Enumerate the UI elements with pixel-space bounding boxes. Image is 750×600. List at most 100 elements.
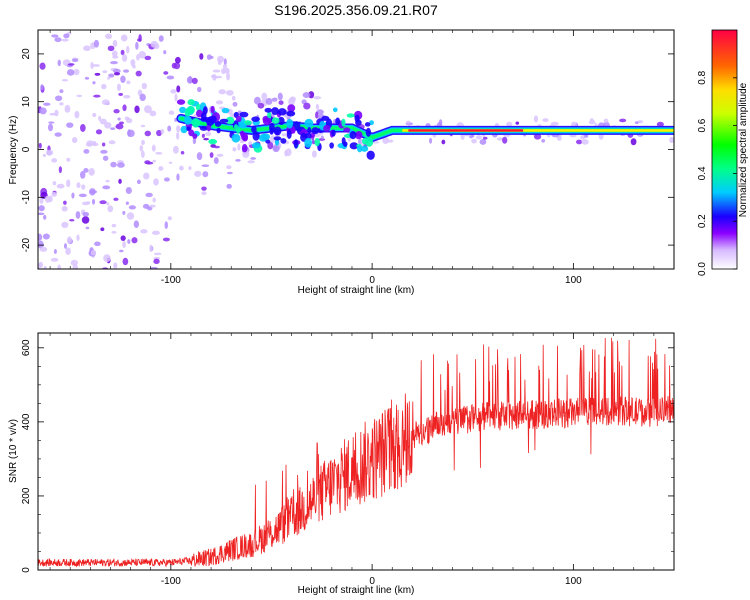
spectrogram-noise-blob <box>277 92 283 101</box>
spectrogram-noise-blob <box>95 129 103 135</box>
spectrogram-noise-blob <box>201 164 210 167</box>
spectrogram-noise-blob <box>110 61 118 65</box>
spectrogram-noise-blob <box>533 115 539 123</box>
spectrogram-noise-blob <box>139 93 146 102</box>
spectrogram-noise-blob <box>66 236 72 244</box>
spectrogram-noise-blob <box>382 136 389 145</box>
spectrogram-noise-blob <box>232 147 237 152</box>
spectrogram-noise-blob <box>59 102 64 106</box>
spectrogram-noise-blob <box>250 157 257 160</box>
spectrogram-noise-blob <box>271 97 278 102</box>
spectrogram-noise-blob <box>151 230 160 236</box>
spectrogram-noise-blob <box>158 35 164 42</box>
spectrogram-noise-blob <box>253 96 261 105</box>
spectrogram-noise-blob <box>66 69 75 76</box>
spectrogram-noise-blob <box>213 157 219 164</box>
snr-y-tick-label: 400 <box>21 413 32 430</box>
spectrogram-noise-blob <box>120 75 126 83</box>
spectrogram-noise-blob <box>155 152 163 155</box>
spectrogram-signal-blob <box>286 110 296 117</box>
spectrogram-noise-blob <box>141 82 147 90</box>
spectrogram-signal-blob <box>354 114 360 123</box>
spectrogram-noise-blob <box>630 138 637 146</box>
spectrogram-signal-blob <box>233 124 239 130</box>
spectrogram-noise-blob <box>80 123 86 132</box>
spectrogram-noise-blob <box>188 166 192 171</box>
spectrogram-signal-blob <box>341 118 346 127</box>
spectrogram-noise-blob <box>106 77 111 80</box>
spectrogram-noise-blob <box>71 137 78 144</box>
spectrogram-noise-blob <box>142 203 150 209</box>
spectrogram-noise-blob <box>108 73 115 78</box>
colorbar-tick-label: 0.6 <box>697 118 708 132</box>
spectrogram-noise-blob <box>50 257 59 262</box>
spectrogram-noise-blob <box>471 138 477 144</box>
spectrogram-noise-blob <box>176 173 180 181</box>
spectrogram-noise-blob <box>203 137 209 141</box>
spectrogram-noise-blob <box>102 185 111 190</box>
spectrogram-noise-blob <box>122 210 126 215</box>
spectrogram-noise-blob <box>218 89 226 95</box>
spectrogram-noise-blob <box>196 152 203 161</box>
spectrogram-noise-blob <box>75 211 81 219</box>
spectrogram-noise-blob <box>569 134 577 138</box>
spectrogram-noise-blob <box>669 136 674 144</box>
colorbar-tick-label: 0.0 <box>697 262 708 276</box>
spectrogram-noise-blob <box>66 179 71 188</box>
spectrogram-noise-blob <box>92 64 101 67</box>
spectrogram-noise-blob <box>138 51 146 59</box>
spectrogram-signal-blob <box>188 129 195 137</box>
spectrogram-noise-blob <box>110 127 116 130</box>
spectrogram-signal-blob <box>286 118 294 129</box>
spectrogram-noise-blob <box>56 183 65 189</box>
figure-title: S196.2025.356.09.21.R07 <box>274 2 438 18</box>
spectrogram-signal-blob <box>364 122 371 127</box>
spectrogram-signal-blob <box>278 116 285 126</box>
spectrogram-noise-blob <box>93 94 101 98</box>
spectrogram-noise-blob <box>188 75 192 84</box>
spectrogram-noise-blob <box>112 39 118 48</box>
spectrogram-y-label: Frequency (Hz) <box>8 116 19 185</box>
spectrogram-noise-blob <box>135 70 142 77</box>
spectrogram-noise-blob <box>223 58 227 66</box>
spectrogram-noise-blob <box>39 62 46 70</box>
spectrogram-noise-blob <box>126 117 133 124</box>
spectrogram-signal-blob <box>242 134 249 142</box>
spectrogram-noise-blob <box>135 41 139 50</box>
spectrogram-noise-blob <box>44 195 51 203</box>
spectrogram-noise-blob <box>541 138 546 143</box>
spectrogram-noise-blob <box>102 155 109 161</box>
snr-x-label: Height of straight line (km) <box>298 585 415 596</box>
spectrogram-noise-blob <box>63 33 70 39</box>
spectrogram-noise-blob <box>140 229 148 234</box>
spectrogram-noise-blob <box>113 262 118 269</box>
spectrogram-noise-blob <box>127 129 131 137</box>
spectrogram-noise-blob <box>54 109 59 117</box>
spectrogram-noise-blob <box>153 178 159 186</box>
spectrogram-noise-blob <box>38 205 45 212</box>
spectrogram-noise-blob <box>315 103 320 110</box>
spectrogram-noise-blob <box>85 226 90 230</box>
spectrogram-noise-blob <box>98 115 102 122</box>
spectrogram-signal-blob <box>262 117 272 125</box>
spectrogram-noise-blob <box>122 257 129 266</box>
spectrogram-noise-blob <box>125 187 132 194</box>
snr-series-line <box>38 337 674 568</box>
spectrogram-noise-blob <box>113 197 119 201</box>
spectrogram-signal-blob <box>195 103 201 111</box>
spectrogram-noise-blob <box>103 254 111 263</box>
spectrogram-noise-blob <box>589 118 594 122</box>
spectrogram-noise-blob <box>123 95 131 99</box>
spectrogram-noise-blob <box>267 141 274 150</box>
spectrogram-noise-blob <box>166 75 175 80</box>
spectrogram-noise-blob <box>99 200 107 205</box>
snr-y-label: SNR (10 * v/v) <box>8 419 19 483</box>
spectrogram-signal-blob <box>286 129 292 139</box>
spectrogram-noise-blob <box>281 133 287 137</box>
spectrogram-noise-blob <box>139 144 144 152</box>
spectrogram-noise-blob <box>39 246 48 252</box>
spectrogram-noise-blob <box>51 158 58 163</box>
spectrogram-noise-blob <box>222 64 228 69</box>
spectrogram-noise-blob <box>71 58 79 63</box>
